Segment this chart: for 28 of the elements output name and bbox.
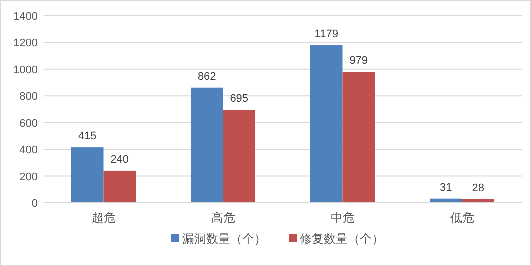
y-tick-label: 0	[32, 198, 38, 210]
data-label: 28	[472, 182, 485, 194]
y-tick-label: 600	[20, 118, 38, 130]
y-tick-label: 1200	[14, 38, 38, 50]
y-tick-label: 1400	[14, 11, 38, 23]
bar	[310, 46, 343, 203]
x-tick-label: 高危	[211, 211, 236, 225]
data-label: 695	[230, 93, 249, 106]
data-label: 240	[110, 154, 130, 166]
data-label: 1179	[314, 28, 338, 41]
legend-label: 修复数量（个）	[300, 232, 384, 246]
data-label: 415	[78, 130, 97, 143]
y-tick-label: 800	[20, 91, 38, 104]
y-tick-label: 200	[20, 171, 38, 184]
bar	[190, 88, 224, 203]
x-tick-label: 低危	[450, 211, 474, 225]
bar	[223, 110, 256, 203]
y-tick-label: 400	[20, 144, 38, 157]
data-label: 979	[350, 55, 368, 68]
data-label: 862	[198, 70, 216, 83]
legend-label: 漏洞数量（个）	[182, 232, 266, 246]
bar	[342, 72, 376, 203]
x-tick-label: 超危	[92, 211, 116, 225]
data-label: 31	[440, 182, 452, 194]
y-tick-label: 1000	[14, 64, 38, 76]
x-tick-label: 中危	[330, 211, 355, 225]
bar	[104, 170, 136, 203]
bar	[71, 148, 104, 203]
